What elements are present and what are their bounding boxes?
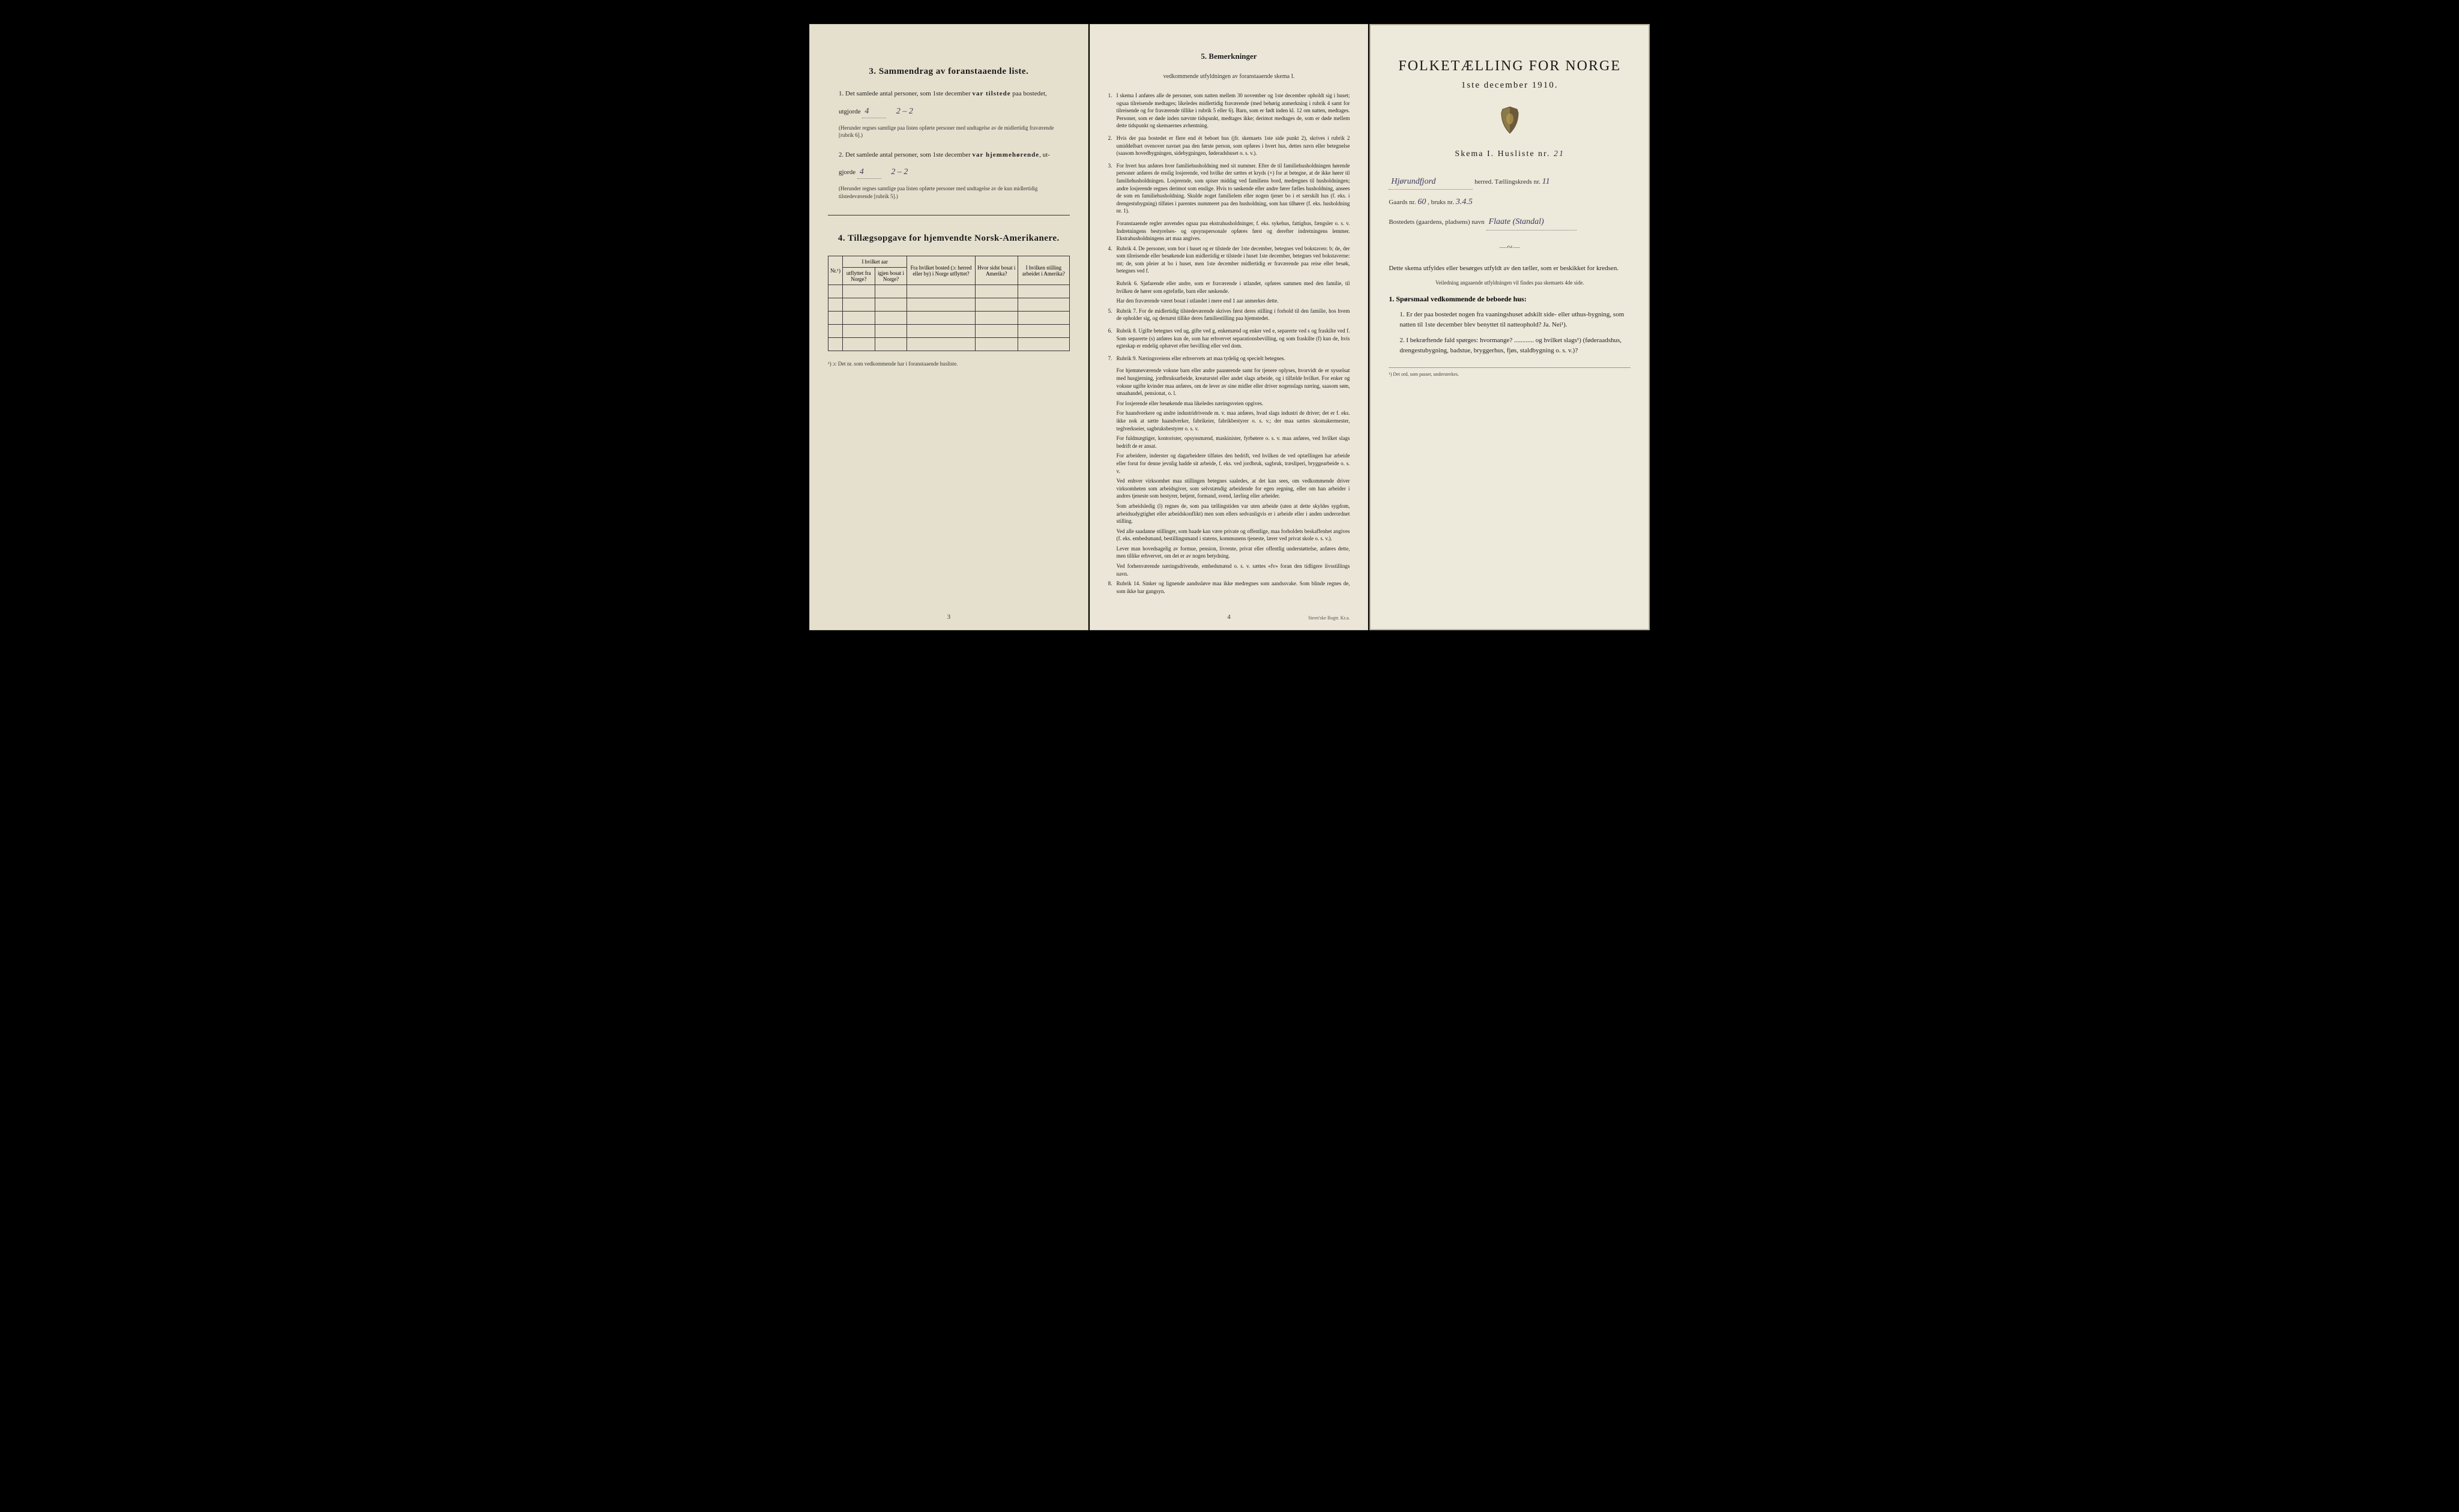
table-row	[828, 312, 1070, 325]
table-row	[828, 325, 1070, 338]
section-5-title: 5. Bemerkninger	[1108, 52, 1350, 61]
rules-list: 1.I skema I anføres alle de personer, so…	[1108, 92, 1350, 595]
col-nr: Nr.¹)	[828, 256, 843, 285]
rule-sub: For arbeidere, inderster og dagarbeidere…	[1117, 452, 1350, 475]
herred-line: Hjørundfjord herred. Tællingskreds nr. 1…	[1389, 174, 1631, 190]
rule-sub: Ved forhenværende næringsdrivende, embed…	[1117, 562, 1350, 577]
skema-line: Skema I. Husliste nr. 21	[1389, 149, 1631, 159]
section-3-title: 3. Sammendrag av foranstaaende liste.	[828, 67, 1070, 77]
section-4-title: 4. Tillægsopgave for hjemvendte Norsk-Am…	[828, 233, 1070, 244]
kreds-nr: 11	[1542, 177, 1550, 186]
rule-item: 3.For hvert hus anføres hver familiehush…	[1108, 162, 1350, 215]
summary-item-1-note: (Herunder regnes samtlige paa listen opf…	[828, 124, 1070, 139]
bosted-line: Bostedets (gaardens, pladsens) navn Flaa…	[1389, 214, 1631, 230]
summary-item-1: 1. Det samlede antal personer, som 1ste …	[828, 89, 1070, 99]
bruks-nr: 3.4.5	[1456, 197, 1473, 206]
hjemme-ratio: 2 – 2	[891, 167, 908, 176]
question-heading: 1. Spørsmaal vedkommende de beboede hus:	[1389, 295, 1631, 304]
instruction-1: Dette skema utfyldes eller besørges utfy…	[1389, 264, 1631, 274]
table-row	[828, 285, 1070, 298]
rule-sub: Har den fraværende været bosat i utlande…	[1117, 297, 1350, 305]
emigrant-tbody	[828, 285, 1070, 351]
summary-item-2-line2: gjorde 4 2 – 2	[828, 166, 1070, 179]
page-number: 3	[947, 613, 951, 621]
rule-item: 8.Rubrik 14. Sinker og lignende aandsslø…	[1108, 580, 1350, 595]
page-4: 5. Bemerkninger vedkommende utfyldningen…	[1090, 24, 1369, 630]
husliste-nr: 21	[1554, 149, 1564, 158]
census-date: 1ste december 1910.	[1389, 80, 1631, 91]
rule-item: 6.Rubrik 8. Ugifte betegnes ved ug, gift…	[1108, 327, 1350, 350]
rule-sub: Lever man hovedsagelig av formue, pensio…	[1117, 545, 1350, 560]
col-utflyttet: utflyttet fra Norge?	[842, 268, 875, 285]
printer-imprint: Steen'ske Bogtr. Kr.a.	[1308, 615, 1350, 621]
col-hvor: Hvor sidst bosat i Amerika?	[975, 256, 1018, 285]
table-row	[828, 338, 1070, 351]
page-3: 3. Sammendrag av foranstaaende liste. 1.…	[809, 24, 1088, 630]
rule-sub: Foranstaaende regler anvendes ogsaa paa …	[1117, 220, 1350, 242]
rule-sub: Rubrik 6. Sjøfarende eller andre, som er…	[1117, 280, 1350, 295]
col-stilling: I hvilken stilling arbeidet i Amerika?	[1018, 256, 1069, 285]
rule-sub: Som arbeidsledig (l) regnes de, som paa …	[1117, 502, 1350, 525]
tilstede-ratio: 2 – 2	[896, 107, 913, 116]
table-footnote: ¹) ɔ: Det nr. som vedkommende har i fora…	[828, 360, 1070, 368]
emigrant-table: Nr.¹) I hvilket aar Fra hvilket bosted (…	[828, 256, 1070, 351]
summary-item-1-line2: utgjorde 4 2 – 2	[828, 105, 1070, 118]
rule-sub: For fuldmægtiger, kontorister, opsynsmæn…	[1117, 435, 1350, 450]
col-fra: Fra hvilket bosted (ɔ: herred eller by) …	[907, 256, 975, 285]
instruction-2: Veiledning angaaende utfyldningen vil fi…	[1389, 280, 1631, 286]
summary-item-2: 2. Det samlede antal personer, som 1ste …	[828, 150, 1070, 160]
rule-item: 2.Hvis der paa bostedet er flere end ét …	[1108, 134, 1350, 157]
col-igjen: igjen bosat i Norge?	[875, 268, 907, 285]
table-row	[828, 298, 1070, 312]
rule-sub: For haandverkere og andre industridriven…	[1117, 409, 1350, 432]
tilstede-count: 4	[862, 105, 886, 118]
summary-item-2-note: (Herunder regnes samtlige paa listen opf…	[828, 185, 1070, 200]
page-1-cover: FOLKETÆLLING FOR NORGE 1ste december 191…	[1369, 24, 1650, 630]
rule-sub: For hjemmeværende voksne barn eller andr…	[1117, 367, 1350, 397]
gaards-line: Gaards nr. 60 , bruks nr. 3.4.5	[1389, 194, 1631, 209]
section-5-sub: vedkommende utfyldningen av foranstaaend…	[1108, 73, 1350, 80]
rule-sub: For losjerende eller besøkende maa likel…	[1117, 400, 1350, 408]
rule-item: 7.Rubrik 9. Næringsveiens eller erhverve…	[1108, 355, 1350, 363]
rule-item: 5.Rubrik 7. For de midlertidig tilstedev…	[1108, 307, 1350, 322]
page-number: 4	[1227, 613, 1231, 621]
col-aar: I hvilket aar	[842, 256, 907, 268]
herred-value: Hjørundfjord	[1389, 174, 1473, 190]
rule-item: 1.I skema I anføres alle de personer, so…	[1108, 92, 1350, 130]
gaards-nr: 60	[1417, 197, 1426, 206]
bosted-navn: Flaate (Standal)	[1486, 214, 1576, 230]
rule-sub: Ved enhver virksomhet maa stillingen bet…	[1117, 477, 1350, 500]
hjemme-count: 4	[857, 166, 881, 179]
census-title: FOLKETÆLLING FOR NORGE	[1389, 58, 1631, 74]
question-2: 2. I bekræftende fald spørges: hvormange…	[1389, 336, 1631, 355]
footnote: ¹) Det ord, som passer, understrekes.	[1389, 367, 1631, 377]
ornament-divider: ―∾―	[1389, 242, 1631, 251]
coat-of-arms-icon	[1498, 106, 1522, 134]
rule-sub: Ved alle saadanne stillinger, som baade …	[1117, 528, 1350, 543]
rule-item: 4.Rubrik 4. De personer, som bor i huset…	[1108, 245, 1350, 275]
question-1: 1. Er der paa bostedet nogen fra vaaning…	[1389, 310, 1631, 330]
